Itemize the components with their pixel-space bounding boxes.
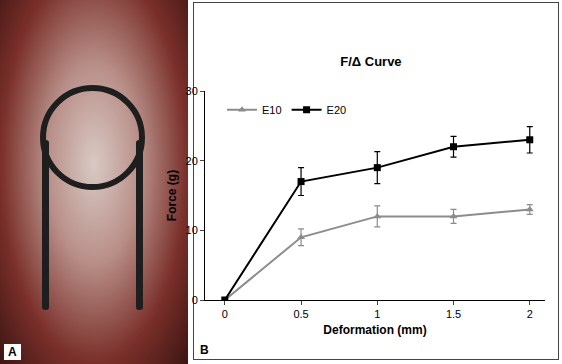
svg-text:B: B (200, 343, 209, 357)
svg-text:0: 0 (222, 308, 228, 320)
svg-text:Force (g): Force (g) (165, 170, 179, 221)
svg-text:20: 20 (186, 155, 198, 167)
html-text:A: A (8, 345, 17, 359)
svg-text:Deformation (mm): Deformation (mm) (323, 323, 426, 337)
svg-text:10: 10 (186, 224, 198, 236)
svg-text:E20: E20 (327, 104, 347, 116)
svg-text:1: 1 (374, 308, 380, 320)
svg-text:0: 0 (192, 294, 198, 306)
svg-text:F/Δ Curve: F/Δ Curve (340, 54, 401, 69)
svg-text:1.5: 1.5 (446, 308, 461, 320)
svg-text:30: 30 (186, 85, 198, 97)
svg-text:2: 2 (527, 308, 533, 320)
svg-text:0.5: 0.5 (293, 308, 308, 320)
svg-text:E10: E10 (262, 104, 282, 116)
